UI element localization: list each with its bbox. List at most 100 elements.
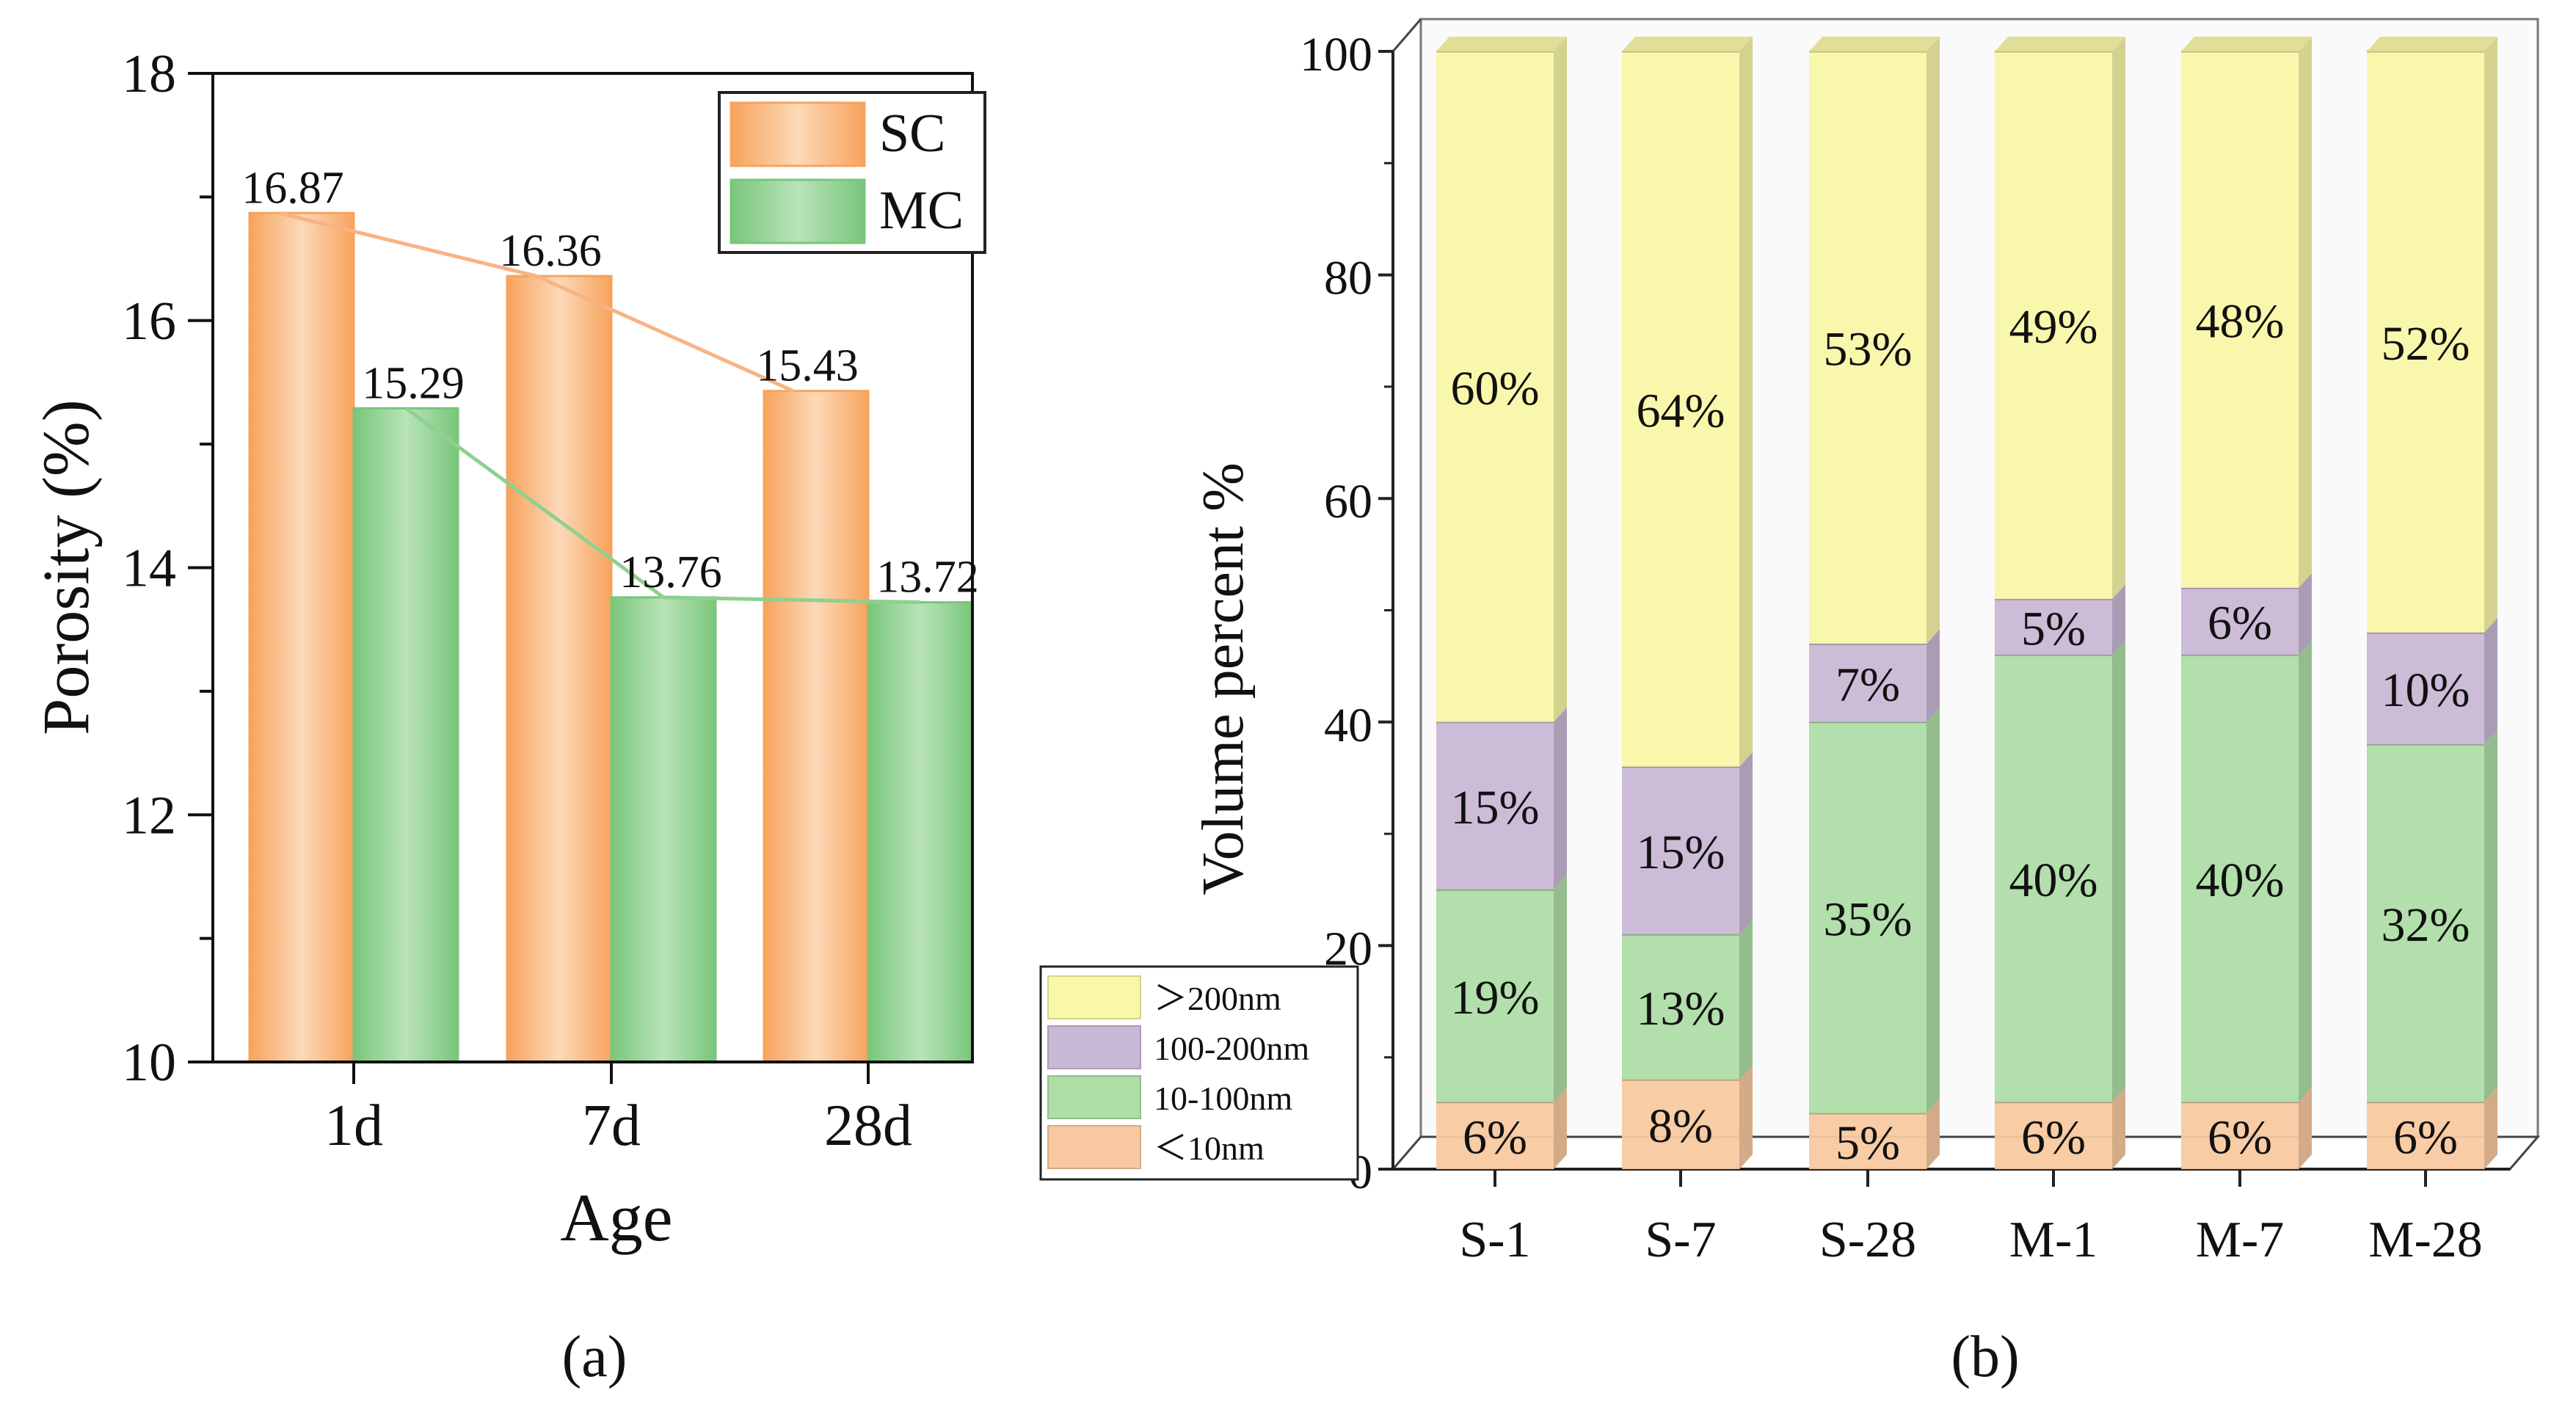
segment-face [1809, 51, 1926, 644]
legend-swatch-3 [1047, 1125, 1141, 1169]
bar-mc-28d [867, 601, 974, 1063]
data-label-sc-1d: 16.87 [241, 163, 344, 213]
segment-face [2181, 51, 2299, 589]
data-label-S-28-100-200nm: 7% [1835, 658, 1900, 711]
y-tick-label-10: 10 [122, 1033, 176, 1093]
segment-S-7-10-100nm [1622, 920, 1753, 1080]
segment-side [2112, 584, 2125, 655]
data-label-M-7-＞200nm: 48% [2196, 295, 2285, 349]
segment-face [1995, 655, 2112, 1102]
segment-face [1809, 1113, 1926, 1169]
data-label-M-7-＜10nm: 6% [2208, 1110, 2272, 1164]
data-label-S-7-＞200nm: 64% [1637, 384, 1725, 437]
data-label-M-1-100-200nm: 5% [2021, 602, 2086, 655]
segment-S-1-10-100nm [1436, 875, 1567, 1102]
panel-a-label: (a) [562, 1325, 627, 1389]
x-tick-label-S-1: S-1 [1459, 1212, 1530, 1268]
y-tick-label-80: 80 [1324, 252, 1372, 305]
data-label-M-1-10-100nm: 40% [2009, 854, 2098, 907]
trend-line-mc [404, 407, 921, 605]
segment-side [1554, 707, 1567, 890]
segment-side [1739, 920, 1753, 1080]
data-label-M-1-＜10nm: 6% [2021, 1110, 2086, 1164]
y-tick-label-40: 40 [1324, 699, 1372, 752]
y-tick-label-100: 100 [1300, 28, 1372, 81]
data-label-S-7-100-200nm: 15% [1637, 826, 1725, 879]
segment-S-28-＞200nm [1809, 37, 1940, 644]
data-label-S-1-10-100nm: 19% [1451, 971, 1540, 1025]
segment-S-1-＞200nm [1436, 37, 1567, 722]
segment-S-7-＞200nm [1622, 37, 1753, 767]
legend-swatch-1 [1047, 1025, 1141, 1069]
segment-side [2299, 37, 2312, 589]
segment-S-7-＜10nm [1622, 1065, 1753, 1169]
segment-face [1622, 1080, 1739, 1169]
segment-face [1995, 599, 2112, 655]
porosity-x-axis: 1d 7d 28d [324, 1062, 912, 1158]
data-label-mc-7d: 13.76 [619, 548, 722, 597]
segment-M-1-10-100nm [1995, 640, 2125, 1102]
segment-side [2299, 573, 2312, 655]
segment-S-28-＜10nm [1809, 1098, 1940, 1169]
porosity-trend-lines [278, 211, 921, 605]
data-label-M-7-100-200nm: 6% [2208, 597, 2272, 650]
segment-side [1739, 37, 1753, 767]
volume-percent-x-axis: S-1 S-7 S-28 M-1 M-7 M-28 [1459, 1169, 2483, 1268]
legend-label-0: ＞200nm [1154, 980, 1281, 1017]
y-tick-label-14: 14 [122, 539, 176, 599]
segment-face [1436, 1102, 1554, 1169]
segment-S-1-＜10nm [1436, 1087, 1567, 1169]
segment-face [1995, 51, 2112, 600]
segment-side [1739, 1065, 1753, 1169]
data-label-S-7-10-100nm: 13% [1637, 982, 1725, 1036]
data-label-mc-1d: 15.29 [362, 358, 465, 408]
bar-top-cap-M-1 [1995, 37, 2125, 51]
volume-percent-chart: 6% 19% 15% 60% 8% 13% 15% 64% 5% 35% 7% 53% 6% 40% 5% 4… [1039, 18, 2541, 1389]
segment-side [1554, 37, 1567, 722]
y-tick-label-18: 18 [122, 44, 176, 104]
segment-face [2367, 744, 2484, 1102]
x-tick-label-28d: 28d [824, 1094, 912, 1158]
segment-face [1809, 721, 1926, 1113]
segment-side [2112, 1087, 2125, 1169]
segment-face [1995, 1102, 2112, 1169]
bar-top-cap-S-1 [1436, 37, 1567, 51]
segment-side [2112, 37, 2125, 600]
segment-side [1554, 1087, 1567, 1169]
segment-face [1622, 766, 1739, 935]
segment-face [1436, 51, 1554, 722]
segment-M-28-＜10nm [2367, 1087, 2497, 1169]
x-tick-label-M-28: M-28 [2368, 1212, 2483, 1268]
porosity-data-labels: 16.87 16.36 15.43 15.29 13.76 13.72 [241, 163, 979, 602]
data-label-S-28-10-100nm: 35% [1824, 892, 1913, 946]
segment-face [1622, 51, 1739, 767]
segment-M-7-10-100nm [2181, 640, 2312, 1102]
data-label-M-28-10-100nm: 32% [2382, 898, 2470, 952]
segment-side [2484, 730, 2497, 1102]
panel-b-label: (b) [1951, 1325, 2019, 1389]
segment-side [1926, 629, 1940, 722]
segment-M-7-＞200nm [2181, 37, 2312, 589]
segment-face [1809, 644, 1926, 722]
data-label-M-7-10-100nm: 40% [2196, 854, 2285, 907]
porosity-y-axis: 10 12 14 16 18 [122, 44, 213, 1093]
data-label-mc-28d: 13.72 [876, 553, 979, 603]
segment-side [2484, 37, 2497, 633]
segment-side [1926, 1098, 1940, 1169]
porosity-bars [248, 211, 974, 1063]
segment-face [2181, 588, 2299, 655]
segment-face [1622, 934, 1739, 1080]
data-label-sc-28d: 15.43 [756, 341, 859, 391]
x-tick-label-1d: 1d [324, 1094, 383, 1158]
y-tick-label-16: 16 [122, 291, 176, 352]
bar-top-cap-S-28 [1809, 37, 1940, 51]
x-tick-label-M-1: M-1 [2009, 1212, 2098, 1268]
data-label-S-28-＞200nm: 53% [1824, 323, 1913, 376]
y-tick-label-60: 60 [1324, 475, 1372, 528]
porosity-x-axis-title: Age [560, 1180, 672, 1255]
segment-side [1926, 707, 1940, 1113]
segment-side [1739, 752, 1753, 935]
data-label-M-28-＜10nm: 6% [2393, 1110, 2458, 1164]
